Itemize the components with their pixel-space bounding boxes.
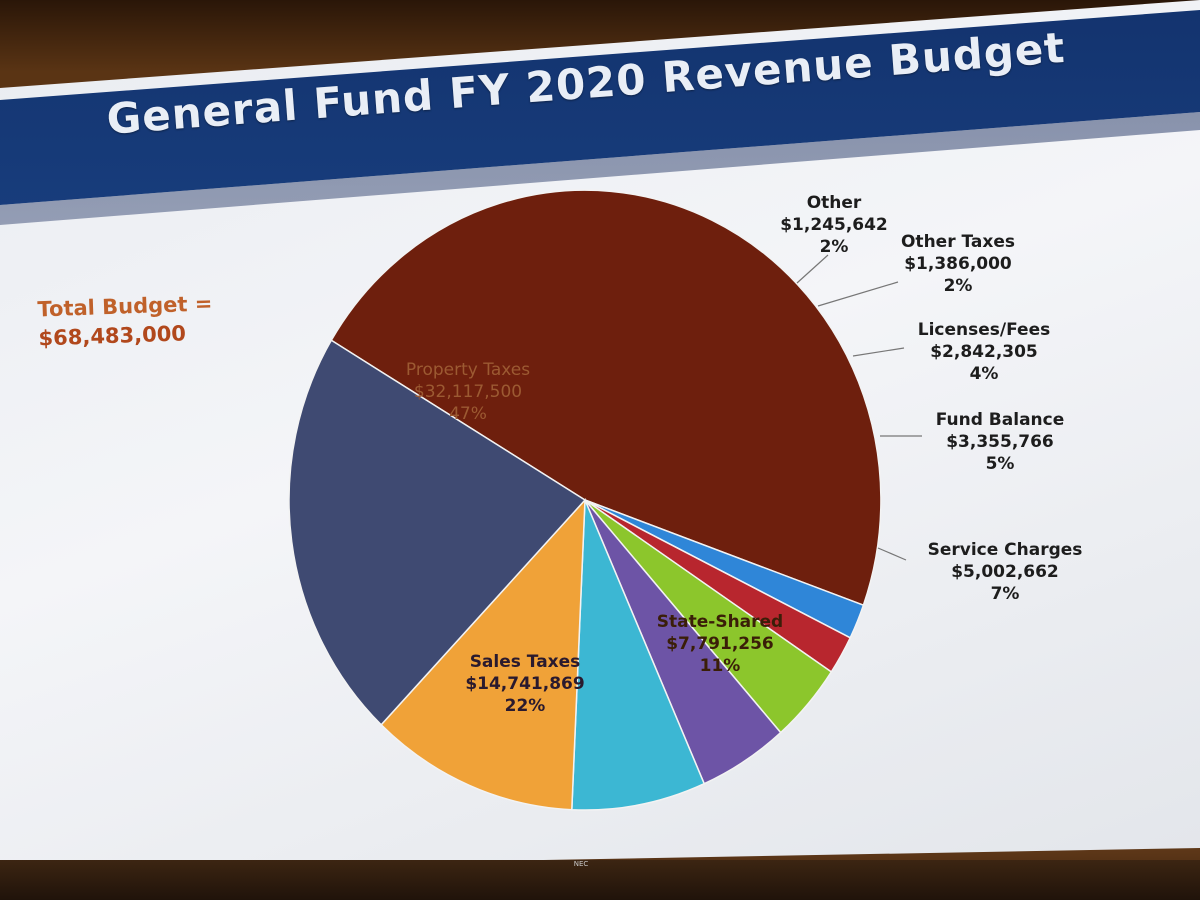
slice-label-other-name: Other <box>807 193 862 213</box>
slice-label-other-taxes-amount: $1,386,000 <box>904 254 1012 274</box>
slice-label-licenses-fees-name: Licenses/Fees <box>918 320 1050 340</box>
slice-label-other-taxes-name: Other Taxes <box>901 232 1015 252</box>
slice-label-sales-taxes-amount: $14,741,869 <box>465 674 584 694</box>
slice-label-sales-taxes-name: Sales Taxes <box>470 652 581 672</box>
projector-brand: NEC <box>573 860 589 868</box>
pie-slice-state-shared <box>380 497 586 811</box>
leader-line-other-taxes <box>817 281 899 307</box>
pie-slice-property-taxes <box>330 189 882 607</box>
slice-label-sales-taxes-percent: 22% <box>505 696 546 716</box>
slice-label-service-charges-percent: 7% <box>991 584 1020 604</box>
slice-label-fund-balance-percent: 5% <box>986 454 1015 474</box>
slice-label-property-taxes-amount: $32,117,500 <box>414 382 522 402</box>
slice-label-property-taxes-name: Property Taxes <box>406 360 530 380</box>
leader-line-other <box>796 254 829 284</box>
slice-label-fund-balance-name: Fund Balance <box>936 410 1065 430</box>
slice-label-service-charges-name: Service Charges <box>928 540 1083 560</box>
slice-label-state-shared-name: State-Shared <box>657 612 783 632</box>
slice-label-other-percent: 2% <box>820 237 849 257</box>
slice-label-other-taxes-percent: 2% <box>944 276 973 296</box>
slice-label-licenses-fees-amount: $2,842,305 <box>930 342 1038 362</box>
leader-line-licenses-fees <box>852 347 905 357</box>
slice-label-other-amount: $1,245,642 <box>780 215 888 235</box>
pie-slice-service-charges <box>571 499 706 811</box>
slice-label-property-taxes-percent: 47% <box>449 404 487 424</box>
screen-bottom-edge <box>0 860 1200 900</box>
pie-slice-sales-taxes <box>288 339 587 726</box>
leader-line-service-charges <box>877 547 907 561</box>
slice-label-state-shared-amount: $7,791,256 <box>666 634 774 654</box>
slice-label-service-charges-amount: $5,002,662 <box>951 562 1059 582</box>
slice-label-licenses-fees-percent: 4% <box>970 364 999 384</box>
slice-label-state-shared-percent: 11% <box>700 656 741 676</box>
slice-label-fund-balance-amount: $3,355,766 <box>946 432 1054 452</box>
